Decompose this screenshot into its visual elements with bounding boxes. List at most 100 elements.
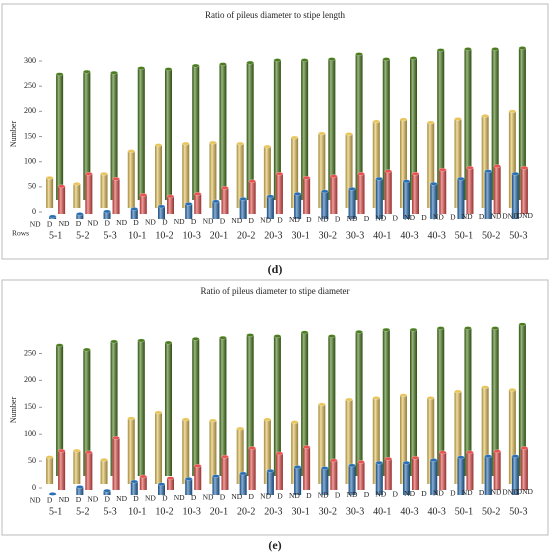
bar: [85, 171, 93, 214]
y-tick-label: 300: [24, 56, 36, 65]
bar-cap: [345, 397, 353, 402]
bar: [411, 455, 420, 490]
bar: [464, 326, 472, 476]
bar: [73, 448, 81, 484]
depth-label: D: [277, 491, 283, 500]
bar: [357, 171, 365, 214]
bar-shine: [248, 448, 256, 490]
x-tick-label: 30-1: [291, 506, 309, 517]
bar: [57, 184, 66, 214]
bar: [139, 193, 148, 214]
bar-shine: [103, 490, 111, 495]
bar-cap: [454, 389, 462, 394]
depth-label: ND: [231, 492, 242, 501]
depth-label: ND: [375, 490, 386, 499]
y-tick-label: 50: [28, 182, 36, 191]
bar-cap: [293, 191, 302, 196]
bar: [511, 454, 520, 495]
bar-cap: [345, 132, 353, 136]
bar: [157, 482, 166, 495]
bar-cap: [127, 416, 136, 421]
bar: [464, 47, 472, 200]
depth-label: ND: [30, 496, 41, 505]
bar-shine: [348, 465, 356, 495]
bar-shine: [246, 62, 254, 200]
bar-shine: [83, 349, 91, 476]
bar-cap: [112, 435, 120, 440]
bar-cap: [209, 140, 217, 145]
bar: [484, 454, 492, 495]
depth-label: D: [220, 216, 226, 225]
bar: [100, 171, 108, 208]
bar: [130, 479, 139, 495]
bar-cap: [438, 167, 447, 172]
x-tick-label: 20-1: [210, 506, 228, 517]
bar: [426, 120, 435, 208]
depth-label: ND: [491, 212, 502, 221]
bar-cap: [45, 455, 54, 459]
bar-shine: [511, 173, 519, 219]
bar: [330, 174, 338, 214]
bar: [184, 202, 193, 219]
bar-cap: [57, 448, 66, 453]
bar-cap: [321, 189, 329, 194]
bar: [219, 62, 227, 201]
bar-shine: [263, 146, 271, 208]
depth-label: ND: [174, 217, 185, 226]
bar-shine: [209, 420, 217, 484]
depth-label: D: [479, 212, 485, 221]
depth-label: ND: [347, 214, 358, 223]
bar-cap: [355, 52, 363, 56]
bar-cap: [438, 450, 447, 455]
bar-shine: [291, 137, 299, 208]
bar-cap: [302, 445, 311, 449]
bar-cap: [103, 488, 111, 493]
depth-label: ND: [145, 218, 156, 227]
bar: [330, 458, 338, 490]
bar-cap: [493, 449, 501, 454]
bar-cap: [83, 69, 91, 74]
bar: [399, 117, 408, 208]
bar-cap: [57, 184, 66, 189]
bar: [484, 169, 492, 219]
bar: [302, 175, 311, 214]
bar-cap: [302, 175, 311, 180]
bar-cap: [508, 388, 517, 392]
bar: [236, 426, 244, 484]
bar-shine: [400, 119, 407, 208]
bar-cap: [375, 176, 384, 181]
bar-shine: [100, 459, 108, 484]
bar-shine: [454, 391, 462, 484]
y-tick-label: 0: [32, 207, 36, 216]
bar-cap: [457, 455, 465, 460]
x-tick-label: 10-3: [183, 230, 201, 241]
bar-shine: [437, 50, 445, 200]
depth-label: D: [248, 216, 254, 225]
bar-shine: [454, 118, 462, 208]
bar-cap: [273, 334, 282, 338]
bar-shine: [491, 328, 499, 476]
bar-cap: [466, 165, 474, 170]
bar-shine: [375, 462, 383, 495]
bar-shine: [209, 142, 217, 208]
bar: [328, 57, 336, 201]
bar: [375, 460, 384, 495]
x-tick-label: 10-1: [128, 506, 146, 517]
bar-cap: [399, 117, 408, 122]
bar: [481, 385, 489, 484]
bar: [154, 410, 163, 484]
bar-cap: [318, 402, 326, 407]
bar-shine: [266, 196, 274, 219]
bar: [266, 468, 275, 495]
bar-shine: [321, 191, 329, 219]
bar: [209, 418, 217, 484]
bar: [508, 109, 517, 208]
bar-shine: [484, 171, 492, 219]
depth-label: D: [450, 488, 456, 497]
bar: [457, 176, 465, 219]
bar: [372, 396, 381, 484]
bar: [511, 171, 520, 219]
depth-label: ND: [375, 214, 386, 223]
bar-shine: [481, 387, 489, 484]
bar-shine: [412, 457, 419, 490]
